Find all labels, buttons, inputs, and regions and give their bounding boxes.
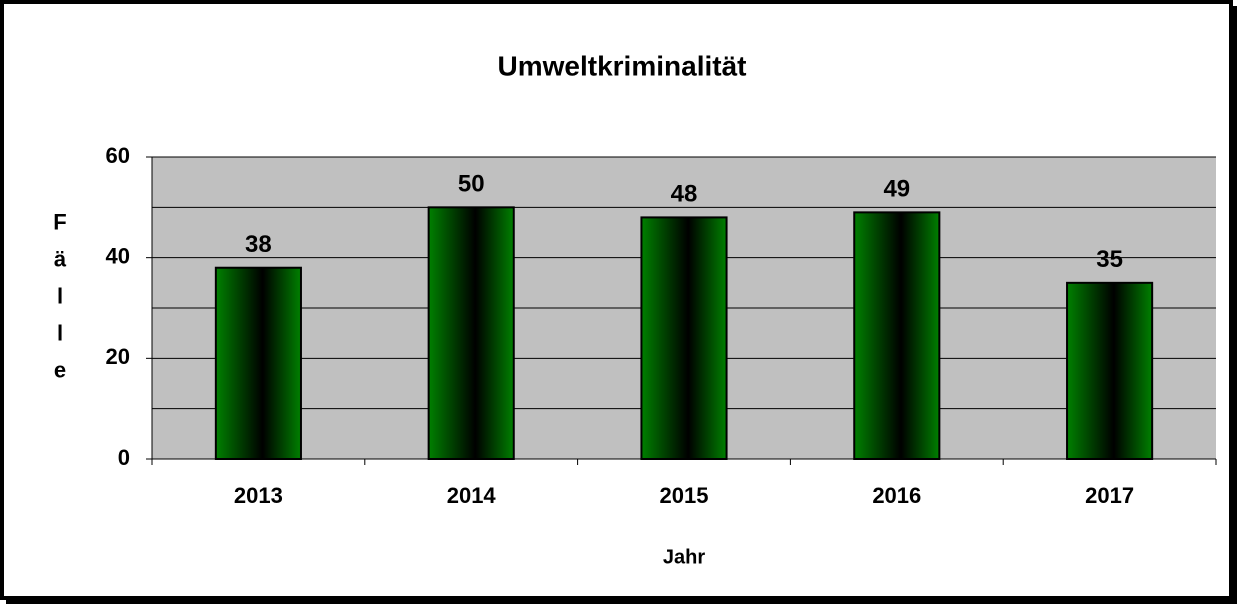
y-tick-label: 0 [118,445,130,470]
y-axis-label: Fälle [48,210,73,395]
x-tick-label: 2017 [1085,483,1134,508]
data-label: 38 [245,231,272,258]
bar [640,216,728,460]
y-tick-label: 40 [106,243,130,268]
data-label: 48 [671,181,698,208]
y-tick-label: 20 [106,344,130,369]
chart-title: Umweltkriminalität [498,50,747,81]
y-tick-label: 60 [106,143,130,168]
x-tick-label: 2013 [234,483,283,508]
x-tick-label: 2016 [872,483,921,508]
x-tick-label: 2015 [660,483,709,508]
x-tick-label: 2014 [447,483,497,508]
bar [853,211,941,460]
bar [214,266,302,460]
bar [427,206,515,460]
data-label: 50 [458,171,485,198]
bar [1066,281,1154,461]
data-label: 35 [1096,246,1123,273]
x-axis-label: Jahr [663,546,705,568]
data-label: 49 [883,176,910,203]
